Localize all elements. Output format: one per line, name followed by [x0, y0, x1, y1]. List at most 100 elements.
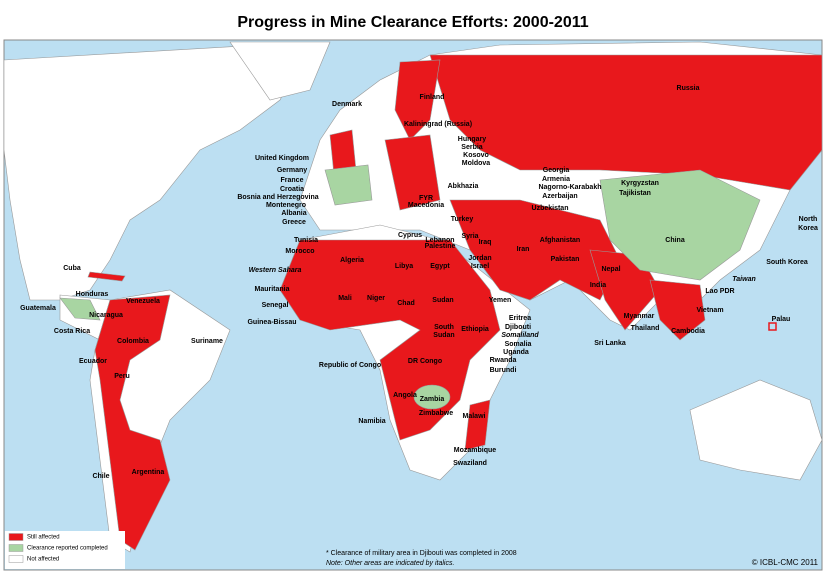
country-label: Niger	[367, 295, 385, 302]
country-label: Montenegro	[266, 202, 306, 209]
country-label: China	[665, 237, 685, 244]
country-label: Greece	[282, 219, 306, 226]
country-label: Syria	[461, 233, 478, 240]
country-label: Ethiopia	[461, 326, 489, 333]
country-label: Armenia	[542, 176, 570, 183]
middle-east-area	[449, 199, 621, 301]
country-label: Egypt	[430, 263, 450, 270]
country-label: Zambia	[420, 396, 445, 403]
country-label: Malawi	[463, 413, 486, 420]
country-label: Nagorno-Karabakh	[538, 184, 601, 191]
country-label: Kaliningrad (Russia)	[404, 121, 472, 128]
country-label: North	[799, 216, 818, 223]
country-label: Russia	[677, 85, 700, 92]
legend-label: Clearance reported completed	[27, 546, 108, 552]
credit: © ICBL-CMC 2011	[752, 558, 819, 567]
country-label: Chad	[397, 300, 415, 307]
country-label: Myanmar	[624, 313, 655, 320]
central-america-area	[59, 297, 101, 321]
country-label: Guatemala	[20, 305, 56, 312]
country-label: Eritrea	[509, 315, 531, 322]
se-asia-area	[649, 279, 706, 341]
country-label: Afghanistan	[540, 237, 580, 244]
country-label: Kyrgyzstan	[621, 180, 659, 187]
land	[3, 41, 823, 553]
country-label: Abkhazia	[448, 183, 479, 190]
country-label: Lebanon	[425, 237, 454, 244]
country-label: Colombia	[117, 338, 149, 345]
country-label: Palau	[772, 316, 791, 323]
country-label: Djibouti	[505, 324, 531, 331]
country-label: Kosovo	[463, 152, 489, 159]
mozambique-area	[464, 399, 491, 451]
country-label: DR Congo	[408, 358, 442, 365]
country-label: Yemen	[489, 297, 512, 304]
country-label: Venezuela	[126, 298, 160, 305]
country-label: Taiwan	[732, 276, 755, 283]
country-label: Iraq	[479, 239, 492, 246]
country-label: Republic of Congo	[319, 362, 381, 369]
greenland	[229, 41, 331, 101]
legend: Still affected Clearance reported complet…	[5, 531, 125, 569]
country-label: Honduras	[76, 291, 109, 298]
country-label: Croatia	[280, 186, 304, 193]
country-label: Somalia	[505, 341, 532, 348]
south-america-area	[94, 294, 171, 551]
country-label: Cambodia	[671, 328, 705, 335]
country-label: Iran	[517, 246, 530, 253]
country-label: Georgia	[543, 167, 570, 174]
country-label: Guinea-Bissau	[247, 319, 296, 326]
country-label: Peru	[114, 373, 130, 380]
legend-label: Not affected	[27, 557, 59, 563]
country-label: Western Sahara	[249, 267, 302, 274]
country-label: South	[434, 324, 454, 331]
country-label: Moldova	[462, 160, 490, 167]
country-label: Morocco	[285, 248, 314, 255]
zambia-area	[413, 384, 451, 410]
country-label: Lao PDR	[705, 288, 734, 295]
russia-area	[429, 54, 823, 191]
country-label: Finland	[420, 94, 445, 101]
country-label: Korea	[798, 225, 818, 232]
country-label: Bosnia and Herzegovina	[237, 194, 318, 201]
country-label: Thailand	[631, 325, 660, 332]
country-label: Ecuador	[79, 358, 107, 365]
legend-box	[5, 531, 125, 569]
note: Note: Other areas are indicated by itali…	[326, 560, 454, 567]
country-label: Palestine	[425, 243, 456, 250]
country-label: Rwanda	[490, 357, 517, 364]
country-label: Costa Rica	[54, 328, 90, 335]
france-area	[324, 164, 373, 206]
country-label: India	[590, 282, 606, 289]
country-label: Swaziland	[453, 460, 487, 467]
country-labels: Russia Finland Denmark Kaliningrad (Russia)…	[20, 85, 818, 480]
country-label: Namibia	[358, 418, 385, 425]
palau-marker	[768, 322, 777, 331]
country-label: Uzbekistan	[532, 205, 569, 212]
nordic-area	[394, 59, 441, 141]
legend-swatch	[8, 555, 24, 563]
country-label: Hungary	[458, 136, 487, 143]
footnote: * Clearance of military area in Djibouti…	[326, 550, 517, 557]
country-label: Mozambique	[454, 447, 496, 454]
country-label: Zimbabwe	[419, 410, 453, 417]
country-label: Denmark	[332, 101, 362, 108]
country-label: FYR	[419, 195, 433, 202]
country-label: Germany	[277, 167, 307, 174]
country-label: Mali	[338, 295, 352, 302]
cuba-area	[87, 271, 126, 282]
country-label: Azerbaijan	[542, 193, 577, 200]
country-label: Algeria	[340, 257, 364, 264]
map-title: Progress in Mine Clearance Efforts: 2000…	[237, 14, 588, 31]
country-label: Macedonia	[408, 202, 444, 209]
country-label: Tajikistan	[619, 190, 651, 197]
country-label: United Kingdom	[255, 155, 309, 162]
country-label: Nepal	[601, 266, 620, 273]
country-label: Uganda	[503, 349, 529, 356]
country-label: Turkey	[451, 216, 474, 223]
country-label: Vietnam	[696, 307, 723, 314]
legend-label: Still affected	[27, 535, 60, 541]
china-area	[599, 169, 761, 281]
country-label: Cyprus	[398, 232, 422, 239]
